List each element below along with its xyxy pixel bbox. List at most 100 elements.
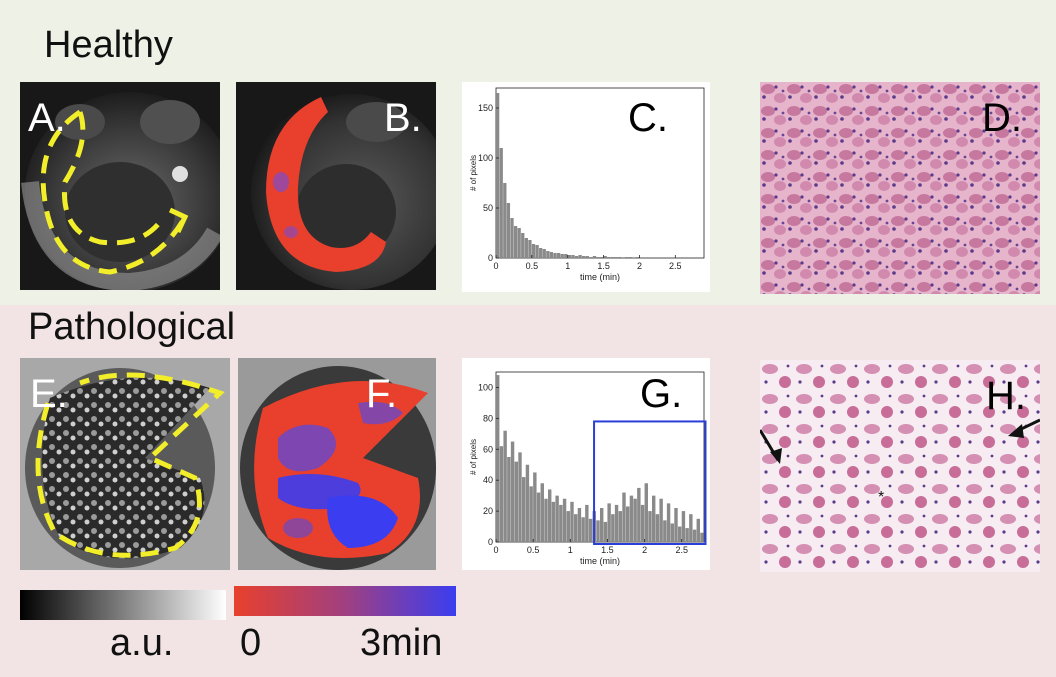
x-tick-label: 0.5	[526, 261, 539, 271]
histogram-bar	[696, 518, 700, 542]
histogram-bar	[635, 257, 640, 258]
y-tick-label: 80	[483, 413, 493, 423]
histogram-bar	[659, 498, 663, 542]
x-tick-label: 2.5	[675, 545, 688, 555]
histogram-bar	[507, 457, 511, 542]
histogram-bar	[603, 256, 607, 258]
histogram-bar	[585, 256, 589, 258]
healthy-heading: Healthy	[44, 24, 173, 66]
grayscale-colorbar-label: a.u.	[110, 622, 174, 664]
x-tick-label: 0	[493, 261, 498, 271]
histogram-bar	[529, 486, 533, 542]
histogram-bar	[562, 498, 567, 542]
panel-e-mri: E.	[20, 358, 230, 570]
histogram-bar	[625, 257, 629, 258]
histogram-bar	[592, 256, 597, 258]
x-axis-label: time (min)	[580, 556, 620, 566]
histology-pathological: *	[760, 360, 1040, 572]
panel-h-histology: * H.	[760, 360, 1040, 572]
histogram-bar	[648, 511, 652, 542]
histogram-bar	[585, 504, 589, 542]
histogram-bar	[533, 472, 537, 542]
mri-pathological-grayscale	[20, 358, 230, 570]
x-tick-label: 1.5	[601, 545, 614, 555]
y-tick-label: 100	[478, 153, 493, 163]
x-tick-label: 0.5	[527, 545, 540, 555]
histogram-bar	[536, 492, 541, 542]
svg-text:*: *	[878, 489, 884, 506]
histogram-bar	[582, 256, 586, 258]
x-tick-label: 1.5	[597, 261, 610, 271]
histogram-bar	[588, 518, 593, 542]
y-tick-label: 100	[478, 382, 493, 392]
x-axis-label: time (min)	[580, 272, 620, 282]
panel-a-label: A.	[28, 96, 66, 140]
histogram-bar	[589, 257, 593, 258]
histogram-bar	[506, 203, 511, 258]
panel-g-label: G.	[640, 372, 683, 416]
histogram-healthy: 0 0.5 1 1.5 2 2.5 0 50 100 150 time (min) # of pixe…	[469, 87, 705, 282]
histogram-bar	[574, 514, 578, 542]
histogram-bar	[496, 93, 500, 258]
panel-d-label: D.	[982, 96, 1022, 140]
histogram-bar	[640, 504, 645, 542]
histogram-bar	[544, 498, 548, 542]
histogram-bar	[629, 495, 634, 542]
histogram-bar	[513, 226, 518, 258]
histogram-bar	[522, 477, 526, 542]
x-tick-label: 2	[637, 261, 642, 271]
y-tick-label: 60	[483, 444, 493, 454]
histogram-bar	[607, 257, 611, 258]
histogram-bar	[577, 508, 582, 542]
histogram-bar	[618, 511, 622, 542]
histogram-bar	[600, 508, 604, 542]
panel-e-label: E.	[30, 372, 68, 416]
y-axis-label: # of pixels	[469, 155, 478, 191]
timing-colorbar-max: 3min	[360, 622, 443, 664]
histogram-bar	[581, 517, 585, 542]
histogram-bar	[499, 446, 504, 542]
timing-colorbar-min: 0	[240, 622, 262, 664]
histogram-bar	[652, 495, 656, 542]
panel-b-map: B.	[236, 82, 436, 290]
y-tick-label: 50	[483, 203, 493, 213]
histogram-bar	[678, 526, 682, 542]
panel-g-histogram: 0 0.5 1 1.5 2 2.5 0 20 40 60 80 100 time (min) # of p…	[462, 358, 710, 570]
histogram-bar	[607, 503, 611, 542]
histogram-pathological: 0 0.5 1 1.5 2 2.5 0 20 40 60 80 100 time (min) # of p…	[469, 371, 707, 566]
mri-pathological-timing-map	[238, 358, 436, 570]
highlight-box	[593, 420, 707, 545]
panel-d-histology: D.	[760, 82, 1040, 294]
histogram-bar	[617, 257, 622, 258]
histogram-bar	[603, 521, 608, 542]
histogram-bar	[531, 244, 536, 258]
histogram-bar	[596, 257, 600, 258]
histogram-bar	[525, 464, 530, 542]
histogram-bar	[546, 251, 550, 258]
y-tick-label: 150	[478, 103, 493, 113]
x-tick-label: 2.5	[669, 261, 682, 271]
y-tick-label: 20	[483, 506, 493, 516]
histogram-bar	[548, 489, 552, 542]
histogram-bar	[571, 255, 575, 258]
histogram-bar	[499, 148, 503, 258]
histogram-bar	[600, 257, 604, 258]
histogram-bar	[503, 430, 507, 542]
histogram-bar	[610, 257, 615, 258]
histogram-bar	[614, 257, 618, 258]
plot-frame	[495, 87, 705, 259]
histogram-bar	[567, 255, 572, 258]
histogram-bar	[517, 228, 521, 258]
histogram-bar	[528, 240, 532, 258]
panel-a-mri: A.	[20, 82, 220, 290]
histogram-bar	[553, 253, 557, 258]
histogram-bar	[524, 238, 528, 258]
histogram-bar	[503, 183, 507, 258]
histogram-bar	[564, 254, 568, 258]
panel-b-label: B.	[384, 96, 422, 140]
mri-healthy-grayscale	[20, 82, 220, 290]
histogram-bar	[628, 257, 632, 258]
histogram-bar	[644, 483, 648, 542]
histogram-bar	[521, 233, 525, 258]
panel-h-label: H.	[986, 374, 1026, 418]
